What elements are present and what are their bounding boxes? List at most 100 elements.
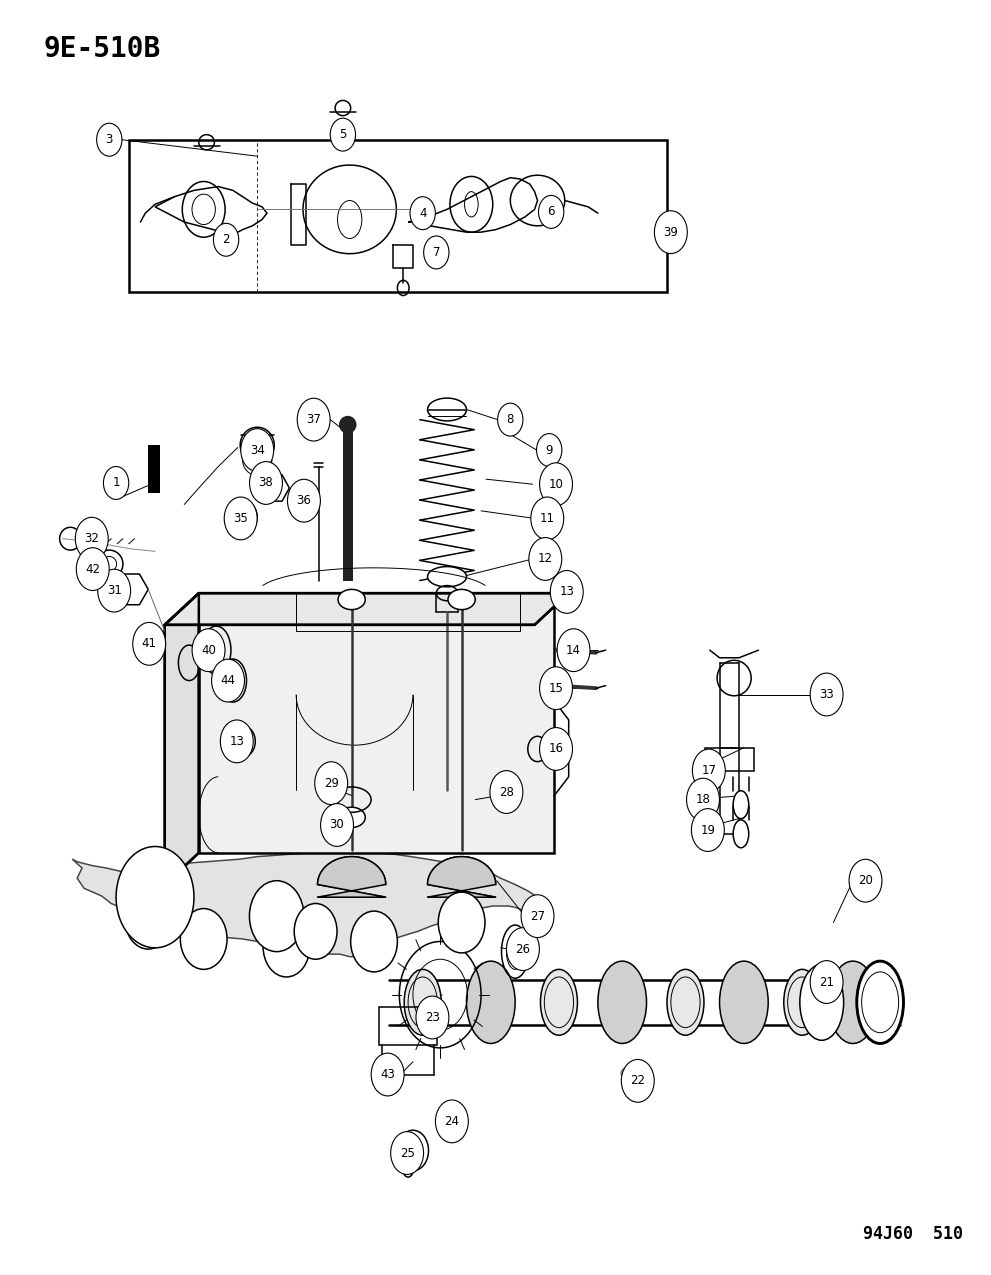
Circle shape [521, 895, 554, 937]
Circle shape [536, 434, 562, 467]
Text: 94J60  510: 94J60 510 [862, 1225, 962, 1243]
Circle shape [351, 912, 397, 972]
Text: 29: 29 [324, 776, 339, 789]
Text: 18: 18 [696, 793, 711, 806]
Text: 1: 1 [112, 477, 120, 490]
Circle shape [506, 928, 539, 970]
Circle shape [220, 720, 254, 762]
Ellipse shape [667, 969, 704, 1035]
Ellipse shape [448, 589, 476, 609]
Ellipse shape [338, 807, 366, 827]
Text: 38: 38 [259, 477, 274, 490]
Text: 40: 40 [201, 644, 216, 657]
Circle shape [133, 622, 165, 666]
Bar [705, 747, 753, 770]
Ellipse shape [339, 416, 357, 434]
Circle shape [529, 538, 562, 580]
Text: 35: 35 [233, 513, 248, 525]
Ellipse shape [620, 1067, 634, 1080]
Ellipse shape [828, 961, 877, 1043]
Circle shape [263, 917, 310, 977]
Text: 19: 19 [701, 824, 716, 836]
Circle shape [410, 196, 435, 230]
Circle shape [435, 1100, 469, 1142]
Text: 22: 22 [630, 1075, 645, 1088]
Circle shape [315, 761, 348, 805]
Circle shape [550, 570, 583, 613]
Text: 13: 13 [229, 734, 244, 748]
Circle shape [75, 518, 108, 560]
Circle shape [250, 881, 304, 951]
Text: 34: 34 [250, 444, 265, 456]
Text: 7: 7 [432, 246, 440, 259]
Ellipse shape [857, 961, 904, 1043]
Circle shape [294, 904, 337, 959]
Circle shape [250, 462, 282, 505]
Text: 44: 44 [221, 674, 236, 687]
Ellipse shape [540, 969, 578, 1035]
Circle shape [116, 847, 194, 947]
Circle shape [103, 467, 129, 500]
Text: 27: 27 [530, 909, 545, 923]
Text: 2: 2 [222, 233, 230, 246]
Text: 15: 15 [549, 682, 564, 695]
Polygon shape [113, 574, 149, 604]
Circle shape [849, 859, 882, 903]
Text: 39: 39 [663, 226, 678, 238]
Circle shape [76, 548, 109, 590]
Ellipse shape [338, 589, 366, 609]
Polygon shape [199, 593, 554, 853]
Text: 26: 26 [515, 942, 530, 955]
Text: 33: 33 [820, 688, 834, 701]
Circle shape [557, 629, 590, 672]
Text: 13: 13 [559, 585, 574, 598]
Text: 9E-510B: 9E-510B [43, 34, 161, 62]
Bar [343, 428, 353, 580]
Circle shape [687, 778, 719, 821]
Ellipse shape [733, 790, 749, 819]
Text: 10: 10 [549, 478, 564, 491]
Text: 6: 6 [547, 205, 555, 218]
Circle shape [224, 497, 257, 539]
Circle shape [232, 727, 256, 756]
Circle shape [654, 210, 688, 254]
Circle shape [390, 1132, 423, 1174]
Ellipse shape [800, 964, 843, 1040]
Polygon shape [261, 474, 289, 501]
Ellipse shape [598, 961, 646, 1043]
Bar [379, 1007, 437, 1046]
Text: 36: 36 [296, 495, 311, 507]
Circle shape [330, 119, 356, 152]
Circle shape [211, 659, 245, 703]
Bar [129, 140, 667, 292]
Circle shape [97, 124, 122, 156]
Text: 8: 8 [506, 413, 514, 426]
Ellipse shape [427, 398, 467, 421]
Circle shape [692, 808, 724, 852]
Bar [149, 445, 160, 493]
Polygon shape [427, 857, 496, 898]
Text: 9: 9 [545, 444, 553, 456]
Text: 25: 25 [399, 1146, 414, 1159]
Text: 12: 12 [538, 552, 553, 566]
Ellipse shape [404, 969, 441, 1035]
Text: 32: 32 [84, 532, 99, 546]
Text: 5: 5 [339, 128, 347, 142]
Text: 30: 30 [330, 819, 345, 831]
Circle shape [125, 889, 171, 949]
Circle shape [539, 728, 573, 770]
Circle shape [372, 1053, 404, 1096]
Text: 41: 41 [142, 638, 157, 650]
Circle shape [297, 398, 330, 441]
Text: 17: 17 [702, 764, 716, 776]
Circle shape [192, 629, 225, 672]
Text: 14: 14 [566, 644, 581, 657]
Circle shape [438, 892, 485, 952]
Text: 20: 20 [858, 875, 873, 887]
Polygon shape [317, 857, 385, 898]
Circle shape [538, 195, 564, 228]
Polygon shape [72, 852, 547, 956]
Circle shape [539, 667, 573, 710]
Circle shape [213, 223, 239, 256]
Text: 23: 23 [425, 1011, 440, 1024]
